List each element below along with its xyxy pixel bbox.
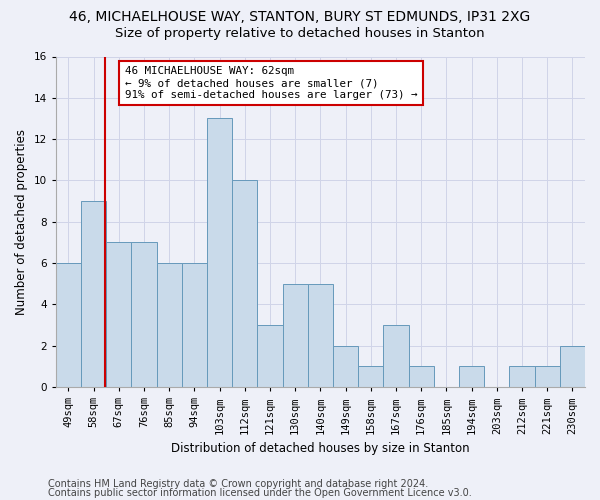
- Bar: [308, 284, 333, 387]
- Text: 46, MICHAELHOUSE WAY, STANTON, BURY ST EDMUNDS, IP31 2XG: 46, MICHAELHOUSE WAY, STANTON, BURY ST E…: [70, 10, 530, 24]
- Text: Size of property relative to detached houses in Stanton: Size of property relative to detached ho…: [115, 28, 485, 40]
- Bar: [106, 242, 131, 387]
- Bar: [535, 366, 560, 387]
- Bar: [182, 263, 207, 387]
- Bar: [283, 284, 308, 387]
- Bar: [560, 346, 585, 387]
- Bar: [358, 366, 383, 387]
- Text: 46 MICHAELHOUSE WAY: 62sqm
← 9% of detached houses are smaller (7)
91% of semi-d: 46 MICHAELHOUSE WAY: 62sqm ← 9% of detac…: [125, 66, 417, 100]
- X-axis label: Distribution of detached houses by size in Stanton: Distribution of detached houses by size …: [171, 442, 470, 455]
- Y-axis label: Number of detached properties: Number of detached properties: [15, 129, 28, 315]
- Bar: [81, 201, 106, 387]
- Bar: [409, 366, 434, 387]
- Bar: [459, 366, 484, 387]
- Bar: [56, 263, 81, 387]
- Bar: [257, 325, 283, 387]
- Bar: [131, 242, 157, 387]
- Bar: [207, 118, 232, 387]
- Text: Contains HM Land Registry data © Crown copyright and database right 2024.: Contains HM Land Registry data © Crown c…: [48, 479, 428, 489]
- Bar: [157, 263, 182, 387]
- Text: Contains public sector information licensed under the Open Government Licence v3: Contains public sector information licen…: [48, 488, 472, 498]
- Bar: [509, 366, 535, 387]
- Bar: [383, 325, 409, 387]
- Bar: [232, 180, 257, 387]
- Bar: [333, 346, 358, 387]
